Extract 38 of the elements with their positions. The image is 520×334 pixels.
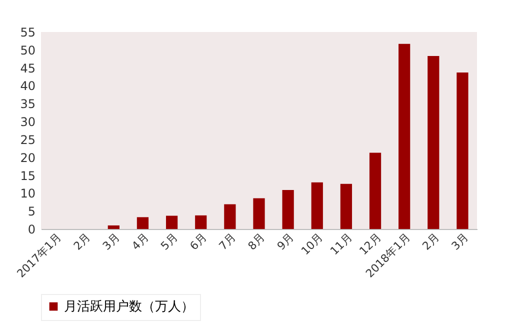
bar [340,184,352,229]
bar [253,198,265,229]
x-tick-label: 2月 [71,230,94,253]
bar [108,225,120,229]
x-tick-label: 6月 [187,230,210,253]
legend-label: 月活跃用户数（万人） [64,300,194,314]
x-tick-label: 5月 [158,230,180,253]
y-tick-label: 25 [20,132,36,147]
y-tick-label: 15 [20,168,36,183]
x-tick-label: 8月 [246,230,268,253]
bar [369,152,382,229]
bar [166,216,178,229]
x-tick-label: 2月 [420,230,442,253]
y-tick-label: 50 [20,43,36,58]
bar [398,44,410,229]
x-tick-label: 11月 [328,230,355,258]
y-tick-label: 40 [20,79,36,94]
y-tick-label: 45 [20,61,36,76]
bar [311,182,323,229]
y-tick-label: 0 [28,222,36,236]
y-tick-label: 30 [20,115,36,130]
x-tick-label: 3月 [449,230,471,253]
bar [224,204,236,229]
bar [456,72,468,229]
x-tick-label: 10月 [298,230,326,258]
bar [195,215,207,229]
x-tick-label: 4月 [129,230,152,253]
y-tick-label: 10 [20,186,36,201]
x-tick-label: 3月 [100,230,122,253]
y-tick-label: 20 [20,150,36,165]
bar [136,217,149,229]
y-tick-label: 55 [20,26,36,40]
bar [282,190,294,229]
y-tick-label: 35 [20,97,36,112]
x-tick-label: 7月 [216,230,238,253]
x-tick-label: 9月 [274,230,297,253]
y-tick-label: 5 [28,204,36,219]
bar [428,56,440,229]
